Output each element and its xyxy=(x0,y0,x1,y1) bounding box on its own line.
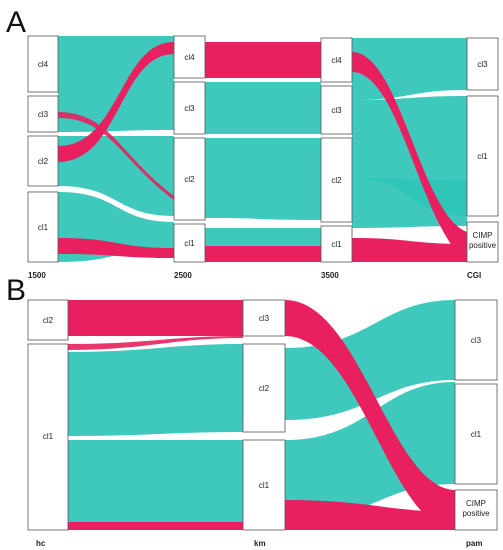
node-b2-cl3-label: cl3 xyxy=(259,314,270,323)
panel-b-axis-labels: hc km pam xyxy=(36,539,482,548)
flow-hc-cl1-km-cl2 xyxy=(68,344,243,436)
axis-label-km: km xyxy=(254,539,266,548)
node-b3-cl3 xyxy=(454,299,498,381)
node-b2-cl3 xyxy=(242,299,286,337)
flow-c-cl1-cimp xyxy=(352,238,467,262)
node-a3-cl1-label: cl1 xyxy=(331,240,342,249)
node-b1-cl1 xyxy=(27,343,69,531)
node-a4-cimp xyxy=(466,221,499,263)
node-a1-cl1 xyxy=(27,191,59,263)
flow-hc-cl1-km-cl1-pink xyxy=(68,522,243,530)
node-b3-cl1-label: cl1 xyxy=(471,430,482,439)
flow-km-cl2-pam-cl3 xyxy=(285,300,455,420)
node-a2-cl3-label: cl3 xyxy=(184,104,195,113)
node-a3-cl1 xyxy=(320,225,353,263)
flow-a-pink-up xyxy=(58,42,174,162)
flow-a-cl4-cl3 xyxy=(58,36,174,96)
flow-hc-cl1-km-cl1 xyxy=(68,440,243,522)
node-a4-cl1 xyxy=(466,95,499,217)
node-a1-cl4 xyxy=(27,35,59,93)
node-a1-cl3-label: cl3 xyxy=(38,110,49,119)
flow-hc-cl2-km-cl3 xyxy=(68,300,243,336)
node-a4-cl1-label: cl1 xyxy=(477,152,488,161)
flow-a-cl1-cl1 xyxy=(58,238,174,258)
flow-b-cl3-cl3 xyxy=(205,82,321,134)
flow-b-cl1-pink xyxy=(205,246,321,262)
node-a3-cl4-label: cl4 xyxy=(331,56,342,65)
panel-b-nodes: cl2 cl1 cl3 cl2 cl1 cl3 cl1 CIMP positive xyxy=(27,299,498,531)
node-a2-cl1-label: cl1 xyxy=(184,239,195,248)
node-b3-cl3-label: cl3 xyxy=(471,336,482,345)
axis-label-pam: pam xyxy=(466,539,482,548)
axis-label-cgi: CGI xyxy=(467,271,481,280)
flow-b-cl2-cl2 xyxy=(205,138,321,220)
node-a1-cl1-label: cl1 xyxy=(38,223,49,232)
panel-b-flows xyxy=(68,300,455,530)
node-b2-cl2-label: cl2 xyxy=(259,384,270,393)
node-b2-cl1 xyxy=(242,439,286,531)
node-b1-cl2 xyxy=(27,299,69,341)
node-a3-cl3 xyxy=(320,85,353,135)
panel-a-nodes: cl4 cl3 cl2 cl1 cl4 cl3 cl2 cl1 cl4 cl3 … xyxy=(27,35,499,263)
node-a2-cl2-label: cl2 xyxy=(184,175,195,184)
axis-label-2500: 2500 xyxy=(174,271,192,280)
node-a3-cl2-label: cl2 xyxy=(331,176,342,185)
panel-a: A cl4 cl xyxy=(6,6,499,280)
node-b2-cl2 xyxy=(242,343,286,433)
panel-a-letter: A xyxy=(6,6,26,39)
node-a2-cl4-label: cl4 xyxy=(184,53,195,62)
node-b3-cimp-label: CIMP positive xyxy=(462,499,490,518)
node-a3-cl4 xyxy=(320,37,353,83)
flow-km-cl3-pam-cimp xyxy=(285,300,455,530)
flow-km-cl1-pam-cimp xyxy=(285,500,455,530)
node-a4-cl3-label: cl3 xyxy=(477,60,488,69)
node-a1-cl2-label: cl2 xyxy=(38,157,49,166)
panel-a-flows xyxy=(58,36,467,262)
node-b1-cl2-label: cl2 xyxy=(43,316,54,325)
node-a2-cl1 xyxy=(173,223,206,263)
node-a1-cl2 xyxy=(27,135,59,187)
flow-c-pink-cimp xyxy=(352,52,467,262)
panel-a-axis-labels: 1500 2500 3500 CGI xyxy=(28,271,481,280)
axis-label-1500: 1500 xyxy=(28,271,46,280)
node-a4-cl3 xyxy=(466,37,499,91)
node-b2-cl1-label: cl1 xyxy=(259,481,270,490)
node-a1-cl3 xyxy=(27,95,59,133)
node-b3-cimp xyxy=(454,489,498,531)
node-a4-cimp-label: CIMP positive xyxy=(469,231,497,250)
node-a3-cl2 xyxy=(320,137,353,223)
node-a3-cl3-label: cl3 xyxy=(331,106,342,115)
flow-b-cl4-cl4 xyxy=(205,42,321,78)
node-b3-cl1 xyxy=(454,383,498,485)
flow-b-cl1-cl1 xyxy=(205,228,321,246)
flow-a-cl2-cl2 xyxy=(58,136,174,216)
node-a2-cl2 xyxy=(173,137,206,221)
node-a2-cl3 xyxy=(173,81,206,135)
panel-b: B cl2 cl1 cl3 cl2 cl1 cl3 xyxy=(6,274,498,548)
node-a1-cl4-label: cl4 xyxy=(38,60,49,69)
panel-b-letter: B xyxy=(6,274,26,307)
node-a2-cl4 xyxy=(173,35,206,79)
axis-label-3500: 3500 xyxy=(321,271,339,280)
axis-label-hc: hc xyxy=(36,539,46,548)
flow-hc-cl1-km-cl3-pink xyxy=(68,336,243,350)
node-b1-cl1-label: cl1 xyxy=(43,432,54,441)
